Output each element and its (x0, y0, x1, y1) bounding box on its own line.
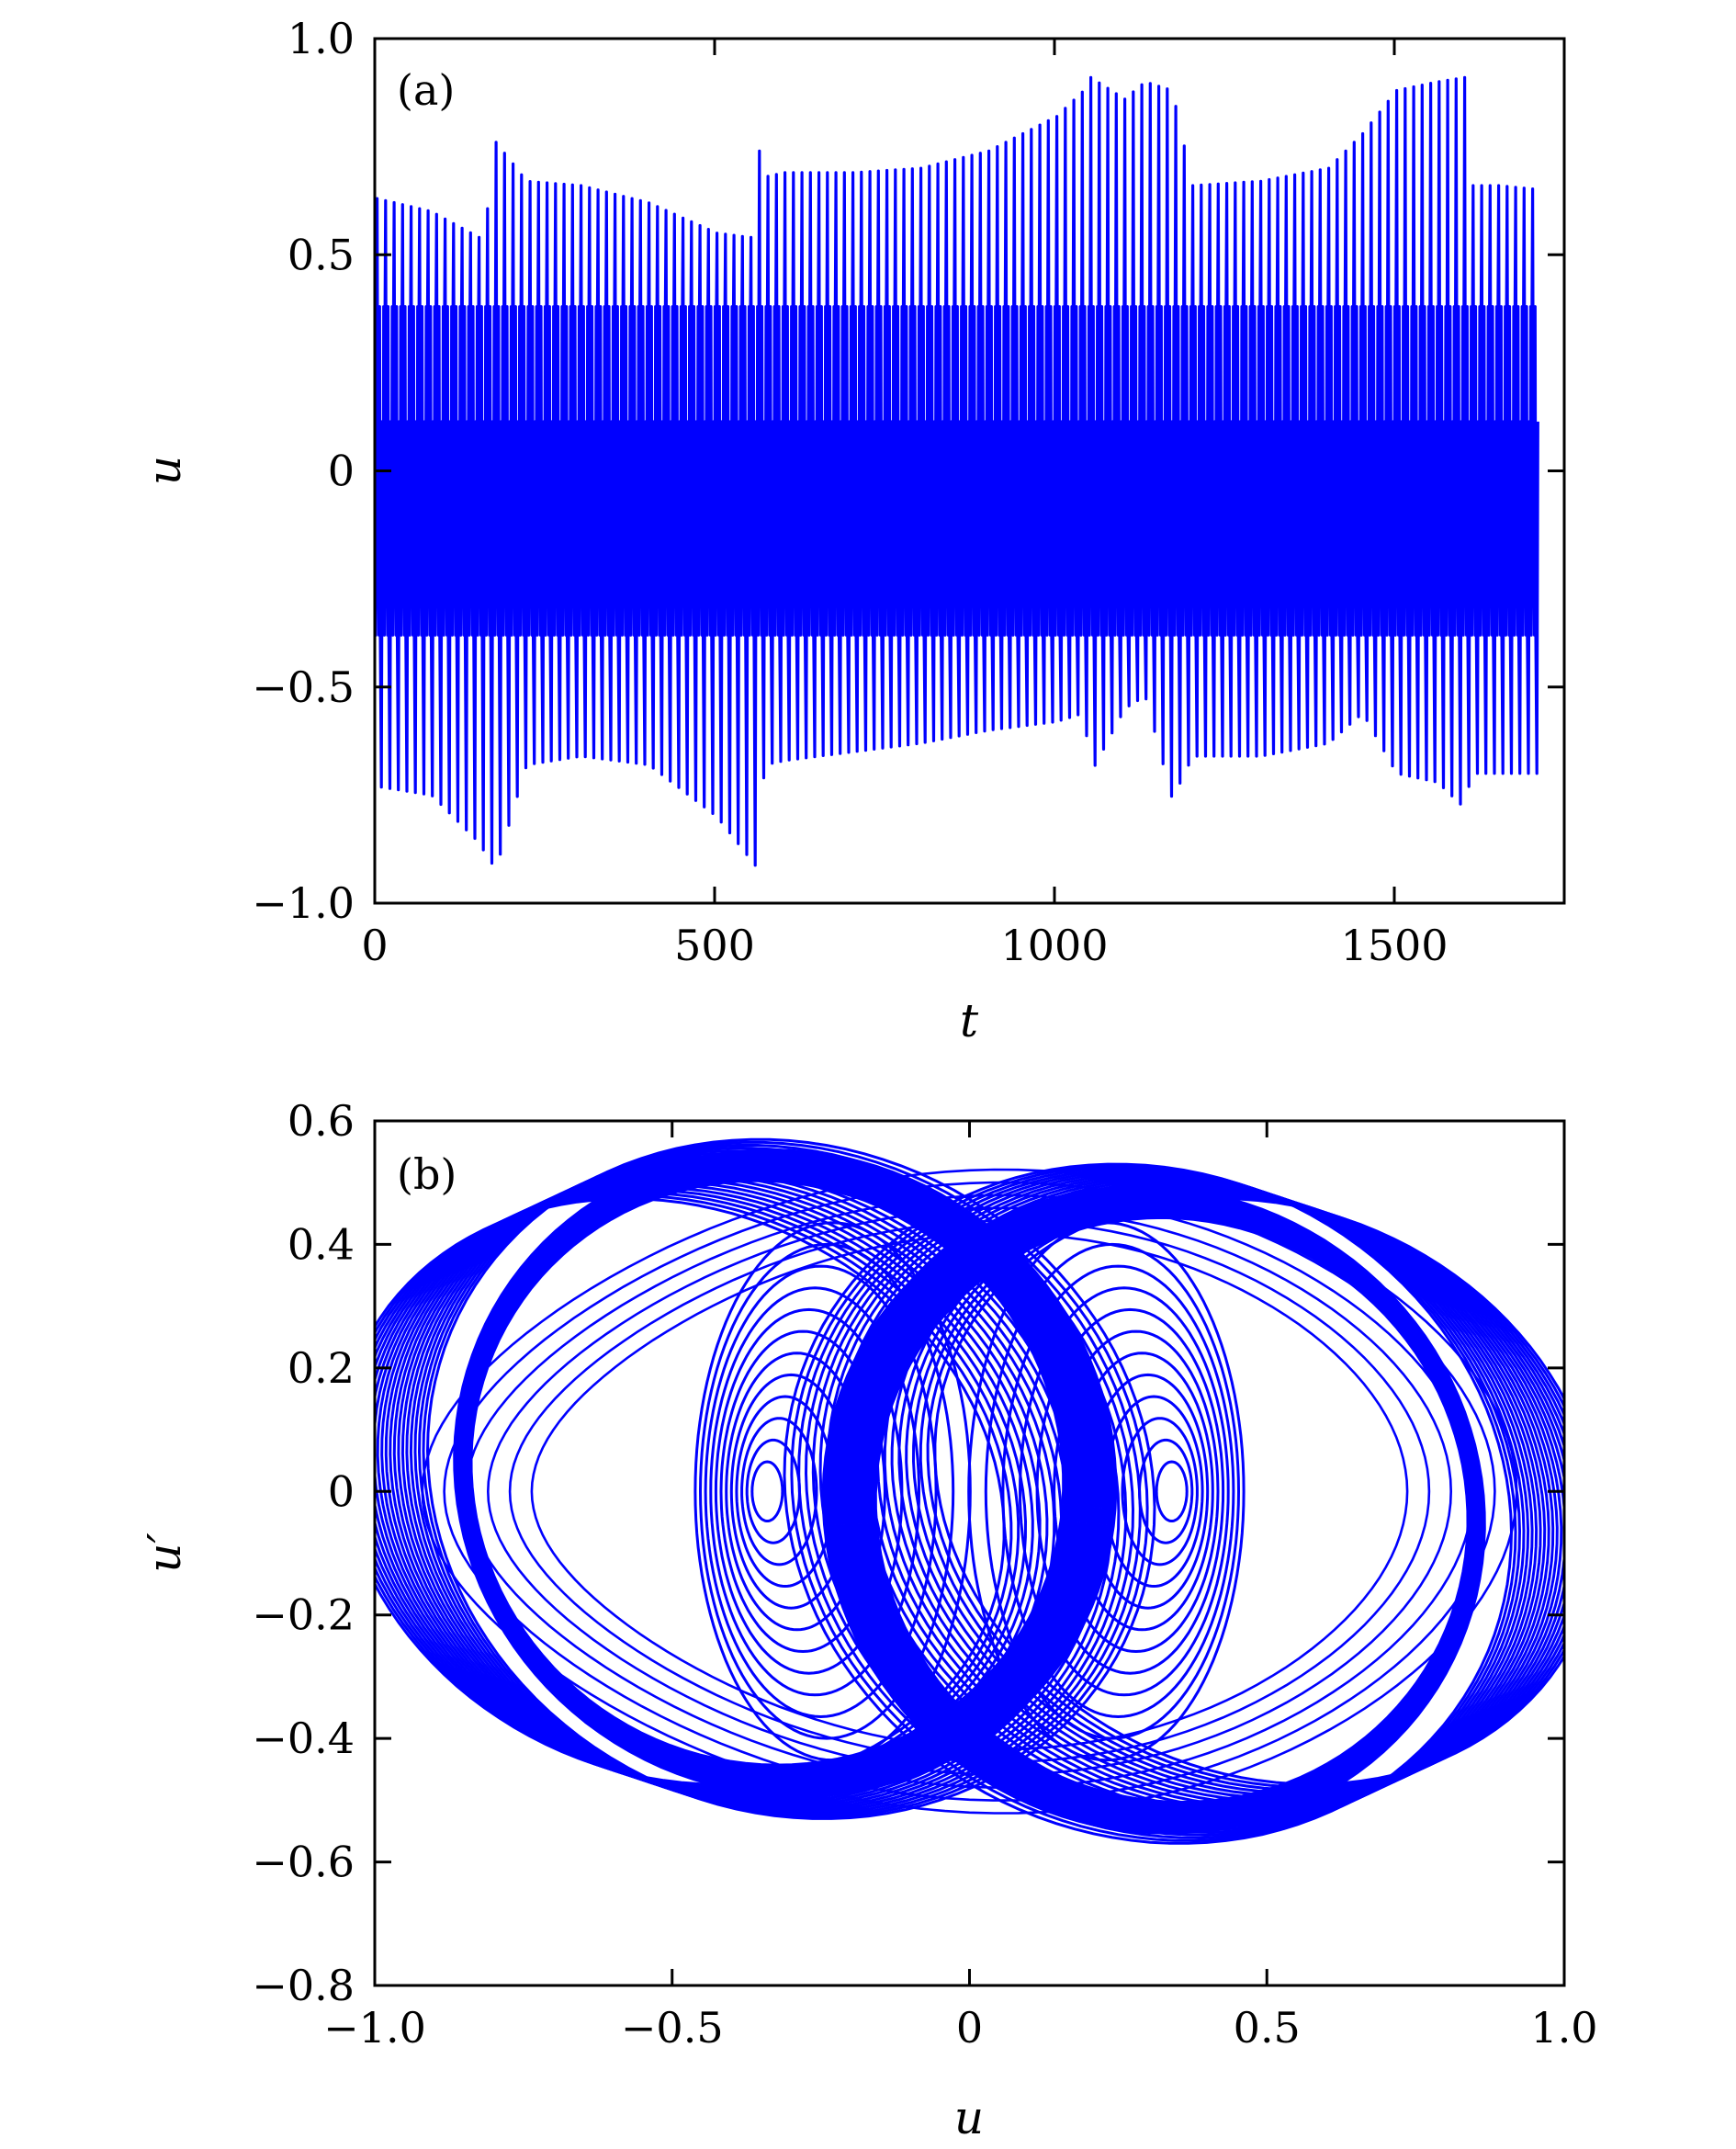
trajectory-loop (704, 1264, 938, 1719)
trajectory-loop (417, 1143, 1142, 1817)
y-tick-label: 0.6 (287, 1096, 355, 1146)
trajectory-loop (1018, 1286, 1230, 1697)
trajectory-loop (384, 1166, 1085, 1804)
panel-label-a: (a) (397, 65, 455, 115)
trajectory-loop (745, 1438, 801, 1544)
trajectory-loop (797, 1166, 1522, 1839)
x-tick-label: 500 (674, 921, 755, 970)
trajectory-outer-loop (443, 1181, 1496, 1802)
y-tick-label: −1.0 (252, 878, 355, 928)
time-series-line (375, 75, 1539, 867)
trajectory-loop (783, 1162, 1514, 1845)
series-u-of-t (375, 75, 1539, 867)
x-tick-label: 1000 (1000, 921, 1108, 970)
trajectory-loop (729, 1373, 852, 1610)
trajectory-loop (1138, 1438, 1194, 1544)
ticks-b: −1.0 −0.5 0 0.5 1.0 −0.8 −0.6 −0.4 −0.2 0 0.2 0.4 0.… (252, 1096, 1597, 2053)
phase-portrait-trajectory (375, 1137, 1564, 1845)
x-tick-label: 0 (956, 2003, 983, 2053)
trajectory-loop (1121, 1417, 1199, 1567)
y-axis-label-b: u′ (138, 1533, 191, 1573)
trajectory-loop (1069, 1352, 1214, 1632)
trajectory-loop (1001, 1264, 1235, 1719)
trajectory-loop (698, 1242, 955, 1740)
trajectory-outer-loop (508, 1219, 1431, 1763)
trajectory-loop (818, 1171, 1534, 1831)
trajectory-loop (811, 1169, 1530, 1834)
trajectory-outer-loop (530, 1232, 1409, 1751)
x-tick-label: 0.5 (1234, 2003, 1301, 2053)
y-tick-label: 0.4 (287, 1219, 355, 1269)
trajectory-loop (1155, 1460, 1189, 1522)
phase-portrait-panel: −1.0 −0.5 0 0.5 1.0 −0.8 −0.6 −0.4 −0.2 0 0.2 0.4 0.… (138, 1096, 1598, 2144)
trajectory-loop (693, 1221, 972, 1762)
x-tick-label: 1500 (1340, 921, 1448, 970)
ticks-a: 0 500 1000 1500 −1.0 −0.5 0 0.5 1.0 (252, 14, 1564, 970)
y-tick-label: −0.4 (252, 1714, 355, 1763)
trajectory-loop (1103, 1395, 1204, 1589)
trajectory-outer-loop (486, 1206, 1453, 1776)
y-tick-label: −0.8 (252, 1961, 355, 2010)
x-axis-label-a: t (960, 994, 979, 1047)
trajectory-loop (425, 1137, 1156, 1820)
x-tick-label: 0 (361, 921, 388, 970)
trajectory-loop (422, 1140, 1149, 1819)
trajectory-outer-loop (465, 1193, 1474, 1789)
trajectory-loop (709, 1286, 921, 1697)
y-tick-label: 0.2 (287, 1343, 355, 1393)
trajectory-loop (735, 1395, 836, 1589)
trajectory-outer-loop (421, 1168, 1518, 1815)
y-tick-label: −0.5 (252, 662, 355, 712)
trajectory-loop (984, 1242, 1241, 1740)
x-axis-label-b: u (954, 2091, 984, 2144)
time-series-panel: 0 500 1000 1500 −1.0 −0.5 0 0.5 1.0 (a) t u (138, 14, 1566, 1047)
y-tick-label: 0 (328, 1466, 355, 1516)
trajectory-loop (725, 1352, 870, 1632)
panel-label-b: (b) (397, 1149, 457, 1199)
trajectory-loop (714, 1307, 904, 1675)
y-tick-label: −0.2 (252, 1590, 355, 1640)
trajectory-loop (719, 1329, 886, 1654)
trajectory-loop (1035, 1307, 1225, 1675)
y-axis-label-a: u (138, 456, 191, 485)
y-tick-label: 0 (328, 447, 355, 496)
trajectory-loop (826, 1172, 1539, 1828)
trajectory-loop (1053, 1329, 1220, 1654)
y-tick-label: 1.0 (287, 14, 355, 63)
x-tick-label: −1.0 (323, 2003, 426, 2053)
trajectory-loop (804, 1167, 1526, 1837)
trajectory-loop (967, 1221, 1246, 1762)
trajectory-loop (1087, 1373, 1210, 1610)
trajectory-loop (790, 1164, 1517, 1842)
trajectory-loop (821, 1185, 1486, 1835)
x-tick-label: 1.0 (1530, 2003, 1597, 2053)
trajectory-loop (453, 1148, 1118, 1798)
y-tick-label: −0.6 (252, 1838, 355, 1887)
trajectory-loop (740, 1417, 818, 1567)
x-tick-label: −0.5 (621, 2003, 724, 2053)
y-tick-label: 0.5 (287, 230, 355, 279)
trajectory-loop (750, 1460, 784, 1522)
